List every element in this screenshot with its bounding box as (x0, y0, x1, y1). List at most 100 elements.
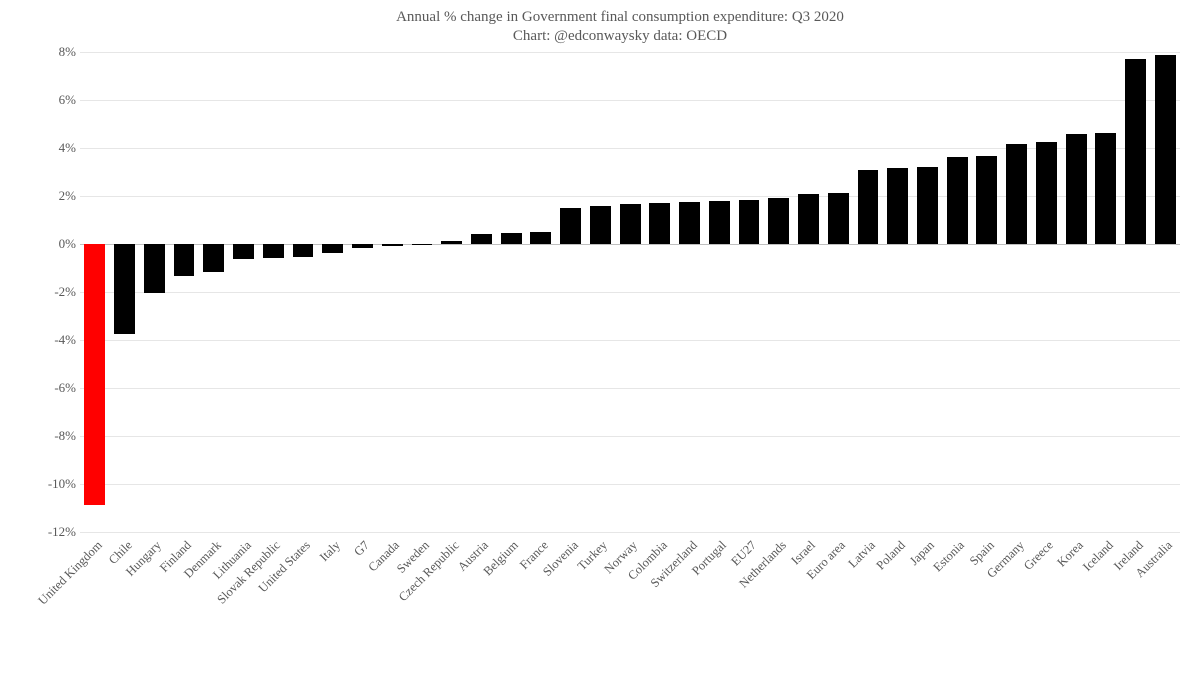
bar-slot (526, 52, 556, 532)
x-label-slot: France (526, 532, 556, 662)
x-tick-label: United Kingdom (35, 538, 105, 608)
y-tick-label: -10% (36, 476, 76, 492)
x-label-slot: Estonia (942, 532, 972, 662)
bar-slot (585, 52, 615, 532)
bar (828, 193, 849, 243)
bar (412, 244, 433, 245)
x-label-slot: Japan (913, 532, 943, 662)
bar (263, 244, 284, 258)
x-label-slot: Euro area (823, 532, 853, 662)
bars-group (80, 52, 1180, 532)
bar (768, 198, 789, 244)
bar-slot (377, 52, 407, 532)
x-label-slot: Ireland (1121, 532, 1151, 662)
bar (976, 156, 997, 244)
bar (501, 233, 522, 244)
bar (887, 168, 908, 244)
x-label-slot: Colombia (645, 532, 675, 662)
bar-slot (1061, 52, 1091, 532)
y-tick-label: -12% (36, 524, 76, 540)
x-label-slot: Belgium (496, 532, 526, 662)
x-label-slot: EU27 (734, 532, 764, 662)
x-tick-label: G7 (352, 538, 373, 559)
bar (322, 244, 343, 254)
x-label-slot: Finland (169, 532, 199, 662)
y-tick-label: 6% (36, 92, 76, 108)
bar (947, 157, 968, 243)
bar (709, 201, 730, 244)
bar-slot (199, 52, 229, 532)
bar-slot (80, 52, 110, 532)
bar (144, 244, 165, 293)
bar (1066, 134, 1087, 243)
y-tick-label: 8% (36, 44, 76, 60)
bar-slot (496, 52, 526, 532)
bar (1006, 144, 1027, 244)
x-label-slot: Italy (318, 532, 348, 662)
bar-slot (288, 52, 318, 532)
bar (620, 204, 641, 244)
bar (917, 167, 938, 244)
plot-area: -12%-10%-8%-6%-4%-2%0%2%4%6%8% (80, 52, 1180, 532)
bar (174, 244, 195, 276)
bar (233, 244, 254, 260)
y-tick-label: -6% (36, 380, 76, 396)
x-label-slot: Poland (883, 532, 913, 662)
bar-slot (853, 52, 883, 532)
bar-slot (556, 52, 586, 532)
x-label-slot: Turkey (585, 532, 615, 662)
x-label-slot: Slovenia (556, 532, 586, 662)
x-label-slot: United States (288, 532, 318, 662)
bar (382, 244, 403, 246)
bar-slot (942, 52, 972, 532)
bar-slot (972, 52, 1002, 532)
bar-slot (615, 52, 645, 532)
x-label-slot: Portugal (704, 532, 734, 662)
y-tick-label: -4% (36, 332, 76, 348)
bar-slot (348, 52, 378, 532)
bar (649, 203, 670, 244)
y-tick-label: 0% (36, 236, 76, 252)
bar-slot (467, 52, 497, 532)
y-tick-label: -8% (36, 428, 76, 444)
x-label-slot: Switzerland (675, 532, 705, 662)
bar-slot (1150, 52, 1180, 532)
x-label-slot: Chile (110, 532, 140, 662)
x-axis-labels: United KingdomChileHungaryFinlandDenmark… (80, 532, 1180, 662)
bar (84, 244, 105, 506)
x-label-slot: Netherlands (764, 532, 794, 662)
bar-slot (1121, 52, 1151, 532)
bar-slot (110, 52, 140, 532)
bar-slot (704, 52, 734, 532)
x-label-slot: Czech Republic (437, 532, 467, 662)
bar (1036, 142, 1057, 244)
bar (441, 241, 462, 243)
bar-slot (437, 52, 467, 532)
bar (798, 194, 819, 243)
bar (203, 244, 224, 273)
bar (530, 232, 551, 244)
bar-slot (1091, 52, 1121, 532)
bar (739, 200, 760, 243)
x-label-slot: Latvia (853, 532, 883, 662)
y-tick-label: -2% (36, 284, 76, 300)
x-label-slot: Australia (1150, 532, 1180, 662)
bar-slot (883, 52, 913, 532)
chart-container: Annual % change in Government final cons… (60, 8, 1180, 665)
title-line-2: Chart: @edconwaysky data: OECD (60, 27, 1180, 46)
bar-slot (675, 52, 705, 532)
bar (560, 208, 581, 244)
bar-slot (645, 52, 675, 532)
x-label-slot: G7 (348, 532, 378, 662)
bar-slot (764, 52, 794, 532)
chart-title: Annual % change in Government final cons… (60, 8, 1180, 46)
x-tick-label: Italy (317, 538, 344, 565)
bar-slot (258, 52, 288, 532)
bar (1155, 55, 1176, 243)
x-label-slot: Germany (1002, 532, 1032, 662)
bar-slot (1002, 52, 1032, 532)
bar (293, 244, 314, 257)
bar-slot (913, 52, 943, 532)
bar (352, 244, 373, 249)
bar (1095, 133, 1116, 243)
